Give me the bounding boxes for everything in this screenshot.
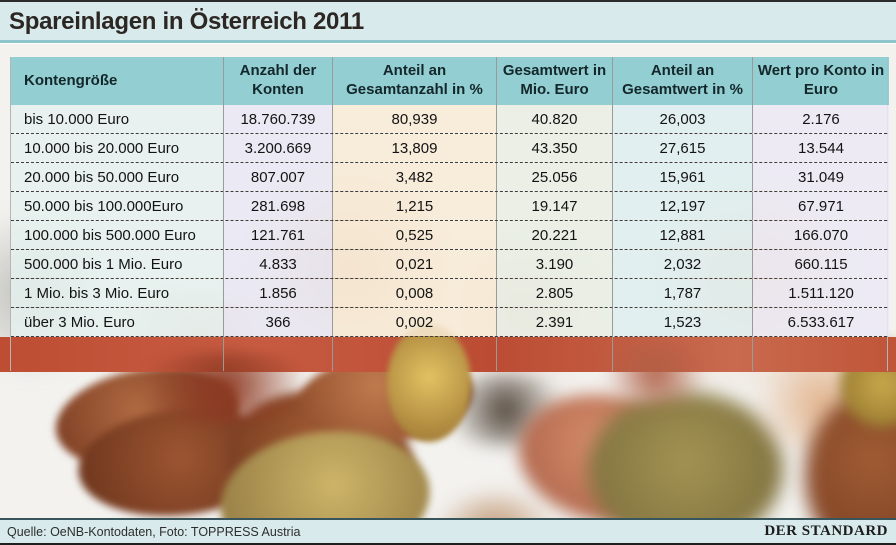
page-title: Spareinlagen in Österreich 2011 <box>9 8 364 35</box>
cell-value: 0,002 <box>333 308 497 336</box>
row-label: 1 Mio. bis 3 Mio. Euro <box>11 279 224 307</box>
cell-value: 43.350 <box>497 134 613 162</box>
header-wert-pro-konto: Wert pro Konto in Euro <box>753 57 889 105</box>
empty-cell <box>613 337 753 371</box>
cell-value: 1,523 <box>613 308 753 336</box>
footer-bar: Quelle: OeNB-Kontodaten, Foto: TOPPRESS … <box>0 518 896 545</box>
table-row: 20.000 bis 50.000 Euro 807.007 3,482 25.… <box>11 163 889 192</box>
cell-value: 1.511.120 <box>753 279 889 307</box>
table-row: 1 Mio. bis 3 Mio. Euro 1.856 0,008 2.805… <box>11 279 889 308</box>
header-kontengroesse: Kontengröße <box>11 57 224 105</box>
table-row: 50.000 bis 100.000Euro 281.698 1,215 19.… <box>11 192 889 221</box>
cell-value: 166.070 <box>753 221 889 249</box>
empty-cell <box>224 337 333 371</box>
cell-value: 3.200.669 <box>224 134 333 162</box>
cell-value: 18.760.739 <box>224 105 333 133</box>
cell-value: 12,881 <box>613 221 753 249</box>
header-anteil-gesamtwert: Anteil an Gesamtwert in % <box>613 57 753 105</box>
cell-value: 13.544 <box>753 134 889 162</box>
table-row: bis 10.000 Euro 18.760.739 80,939 40.820… <box>11 105 889 134</box>
header-gesamtwert: Gesamtwert in Mio. Euro <box>497 57 613 105</box>
header-anteil-gesamtanzahl: Anteil an Gesamtanzahl in % <box>333 57 497 105</box>
cell-value: 1,787 <box>613 279 753 307</box>
title-divider <box>0 40 896 43</box>
cell-value: 4.833 <box>224 250 333 278</box>
table-row: 10.000 bis 20.000 Euro 3.200.669 13,809 … <box>11 134 889 163</box>
cell-value: 0,525 <box>333 221 497 249</box>
cell-value: 20.221 <box>497 221 613 249</box>
table-row: 500.000 bis 1 Mio. Euro 4.833 0,021 3.19… <box>11 250 889 279</box>
cell-value: 27,615 <box>613 134 753 162</box>
cell-value: 121.761 <box>224 221 333 249</box>
cell-value: 0,021 <box>333 250 497 278</box>
row-label: 500.000 bis 1 Mio. Euro <box>11 250 224 278</box>
cell-value: 26,003 <box>613 105 753 133</box>
empty-cell <box>497 337 613 371</box>
cell-value: 15,961 <box>613 163 753 191</box>
cell-value: 660.115 <box>753 250 889 278</box>
cell-value: 1.856 <box>224 279 333 307</box>
cell-value: 3.190 <box>497 250 613 278</box>
cell-value: 0,008 <box>333 279 497 307</box>
cell-value: 3,482 <box>333 163 497 191</box>
title-bar: Spareinlagen in Österreich 2011 <box>0 0 896 40</box>
cell-value: 1,215 <box>333 192 497 220</box>
cell-value: 2.805 <box>497 279 613 307</box>
cell-value: 281.698 <box>224 192 333 220</box>
coin-red-over-band <box>598 342 713 404</box>
cell-value: 31.049 <box>753 163 889 191</box>
row-label: 10.000 bis 20.000 Euro <box>11 134 224 162</box>
data-table: Kontengröße Anzahl der Konten Anteil an … <box>10 57 889 371</box>
table-header-row: Kontengröße Anzahl der Konten Anteil an … <box>11 57 889 105</box>
cell-value: 6.533.617 <box>753 308 889 336</box>
row-label: bis 10.000 Euro <box>11 105 224 133</box>
table-row: über 3 Mio. Euro 366 0,002 2.391 1,523 6… <box>11 308 889 337</box>
cell-value: 80,939 <box>333 105 497 133</box>
source-credit: Quelle: OeNB-Kontodaten, Foto: TOPPRESS … <box>7 524 301 539</box>
cell-value: 12,197 <box>613 192 753 220</box>
cell-value: 67.971 <box>753 192 889 220</box>
coin-dark-red-under-band <box>128 352 323 424</box>
coin-copper-bottom-center <box>428 494 563 518</box>
cell-value: 25.056 <box>497 163 613 191</box>
empty-cell <box>333 337 497 371</box>
cell-value: 366 <box>224 308 333 336</box>
empty-cell <box>753 337 889 371</box>
header-anzahl-konten: Anzahl der Konten <box>224 57 333 105</box>
row-label: 20.000 bis 50.000 Euro <box>11 163 224 191</box>
table-row: 100.000 bis 500.000 Euro 121.761 0,525 2… <box>11 221 889 250</box>
cell-value: 2.176 <box>753 105 889 133</box>
cell-value: 13,809 <box>333 134 497 162</box>
empty-cell <box>11 337 224 371</box>
row-label: über 3 Mio. Euro <box>11 308 224 336</box>
row-label: 50.000 bis 100.000Euro <box>11 192 224 220</box>
coin-gold-fifty-cent <box>387 324 471 442</box>
table-empty-row <box>11 337 887 371</box>
cell-value: 19.147 <box>497 192 613 220</box>
cell-value: 2.391 <box>497 308 613 336</box>
cell-value: 40.820 <box>497 105 613 133</box>
cell-value: 2,032 <box>613 250 753 278</box>
cell-value: 807.007 <box>224 163 333 191</box>
brand-logo: DER STANDARD <box>764 523 888 539</box>
row-label: 100.000 bis 500.000 Euro <box>11 221 224 249</box>
